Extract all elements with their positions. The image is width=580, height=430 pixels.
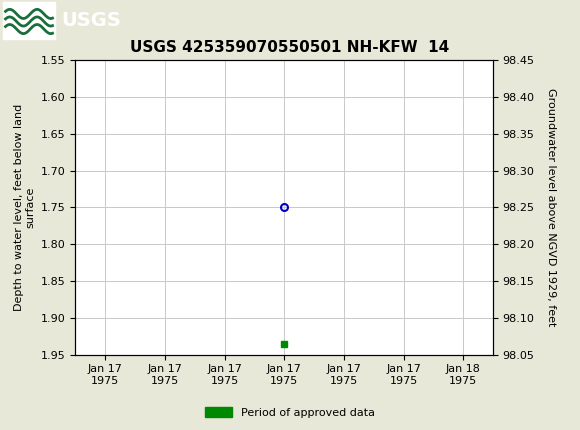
- Y-axis label: Depth to water level, feet below land
surface: Depth to water level, feet below land su…: [14, 104, 35, 311]
- Y-axis label: Groundwater level above NGVD 1929, feet: Groundwater level above NGVD 1929, feet: [546, 88, 556, 327]
- Text: USGS: USGS: [61, 11, 121, 30]
- Legend: Period of approved data: Period of approved data: [200, 402, 380, 422]
- Text: USGS 425359070550501 NH-KFW  14: USGS 425359070550501 NH-KFW 14: [130, 40, 450, 55]
- Bar: [3, 2, 55, 39]
